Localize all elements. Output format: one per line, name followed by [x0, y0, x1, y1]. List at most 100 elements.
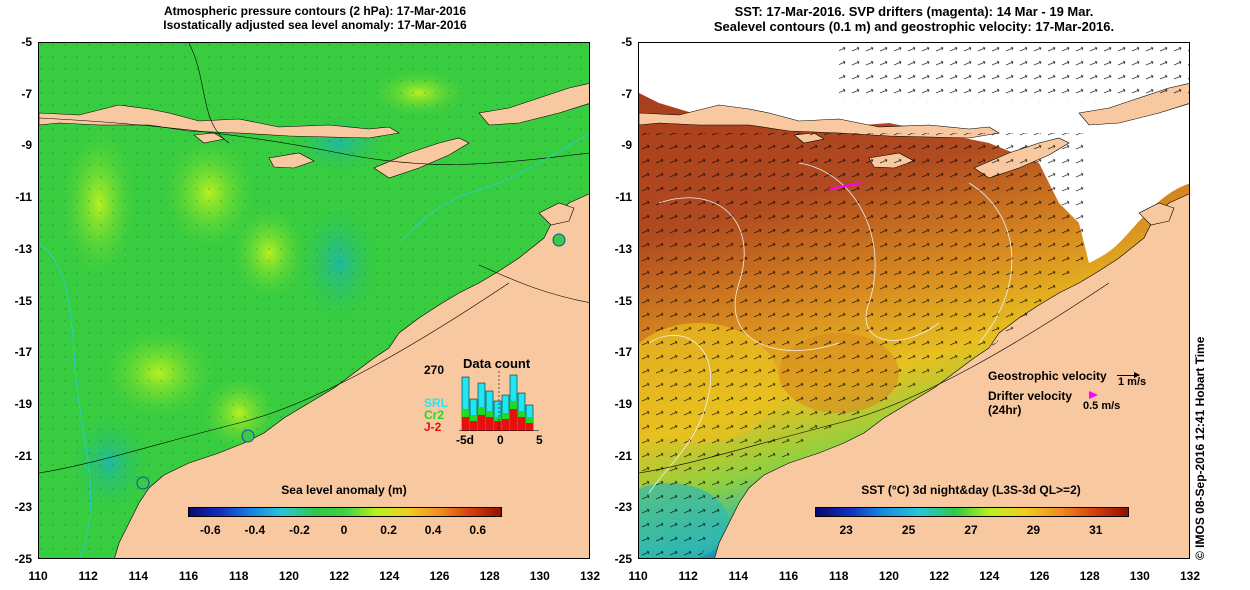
- tide-gauge-marker: [552, 233, 566, 247]
- sumba-island: [268, 152, 315, 169]
- longitude-tick-label: 130: [1129, 569, 1150, 583]
- latitude-tick-label: -17: [14, 345, 32, 360]
- geostrophic-velocity-scale: 1 m/s: [1118, 376, 1147, 388]
- timor-island: [373, 137, 470, 179]
- colorbar-tick-label: -0.6: [199, 523, 221, 537]
- longitude-tick-label: 132: [1179, 569, 1201, 583]
- geostrophic-arrow-head-icon: [1134, 372, 1140, 378]
- left-title-line2: Isostatically adjusted sea level anomaly…: [163, 18, 467, 32]
- drifter-track: [828, 182, 862, 190]
- colorbar-tick-label: 0: [340, 523, 348, 537]
- longitude-tick-label: 120: [878, 569, 899, 583]
- longitude-tick-label: 112: [78, 569, 98, 583]
- inset-xtick-end: 5: [536, 433, 543, 447]
- inset-xtick-start: -5d: [456, 433, 474, 447]
- colorbar-tick-label: -0.2: [289, 523, 310, 537]
- longitude-tick-label: 122: [329, 569, 350, 583]
- sea-level-map: [38, 42, 590, 559]
- sst-colorbar: [815, 507, 1129, 517]
- longitude-tick-label: 118: [829, 569, 849, 583]
- inset-series-j2: J-2: [424, 420, 442, 434]
- colorbar-tick-label: 0.2: [380, 523, 397, 537]
- latitude-tick-label: -17: [614, 345, 632, 360]
- longitude-tick-label: 132: [579, 569, 601, 583]
- latitude-tick-label: -21: [614, 448, 632, 463]
- right-title-line1: SST: 17-Mar-2016. SVP drifters (magenta)…: [734, 4, 1094, 19]
- sea-level-colorbar-title: Sea level anomaly (m): [281, 483, 407, 497]
- java-lombok-islands: [639, 104, 1000, 139]
- latitude-tick-label: -25: [14, 552, 32, 566]
- latitude-tick-label: -5: [21, 35, 32, 49]
- drifter-velocity-label-2: (24hr): [988, 403, 1022, 417]
- colorbar-tick-label: 0.4: [424, 523, 442, 537]
- left-title-line1: Atmospheric pressure contours (2 hPa): 1…: [163, 4, 467, 18]
- sst-colorbar-title: SST (°C) 3d night&day (L3S-3d QL>=2): [861, 483, 1081, 497]
- longitude-tick-label: 114: [128, 569, 149, 583]
- australia-land: [114, 193, 589, 558]
- colorbar-tick-label: 0.6: [469, 523, 487, 537]
- latitude-tick-label: -7: [621, 86, 632, 101]
- longitude-tick-label: 124: [979, 569, 1000, 583]
- colorbar-tick-label: 25: [901, 523, 916, 537]
- latitude-tick-label: -13: [614, 241, 632, 256]
- inset-series-srl: SRL: [424, 396, 448, 410]
- inset-xtick-zero: 0: [497, 433, 504, 447]
- tide-gauge-marker: [241, 429, 255, 443]
- longitude-tick-label: 110: [628, 569, 648, 583]
- longitude-tick-label: 126: [1029, 569, 1050, 583]
- latitude-tick-label: -11: [615, 190, 632, 205]
- geostrophic-arrow-icon: [1117, 375, 1139, 376]
- longitude-tick-label: 112: [678, 569, 698, 583]
- longitude-tick-label: 118: [229, 569, 249, 583]
- sst-map: [638, 42, 1190, 559]
- latitude-tick-label: -23: [14, 500, 32, 515]
- latitude-tick-label: -5: [621, 35, 632, 49]
- drifter-velocity-scale: 0.5 m/s: [1083, 400, 1121, 412]
- tide-gauge-marker: [136, 476, 150, 490]
- longitude-tick-label: 116: [178, 569, 199, 583]
- sea-level-colorbar: [188, 507, 502, 517]
- colorbar-tick-label: 23: [839, 523, 853, 537]
- australia-land: [714, 193, 1189, 558]
- sea-level-colorbar-ticks: -0.6 -0.4 -0.2 0 0.2 0.4 0.6: [188, 523, 500, 539]
- latitude-tick-label: -13: [14, 241, 32, 256]
- right-title-line2: Sealevel contours (0.1 m) and geostrophi…: [713, 19, 1115, 34]
- colorbar-tick-label: 27: [964, 523, 978, 537]
- colorbar-tick-label: -0.4: [244, 523, 266, 537]
- inset-series-cr2: Cr2: [424, 408, 445, 422]
- latitude-tick-label: -7: [21, 86, 32, 101]
- longitude-tick-label: 116: [778, 569, 799, 583]
- inset-title: Data count: [463, 356, 531, 371]
- left-title: Atmospheric pressure contours (2 hPa): 1…: [40, 4, 590, 32]
- longitude-tick-label: 124: [379, 569, 400, 583]
- geostrophic-velocity-label: Geostrophic velocity: [988, 369, 1107, 383]
- longitude-tick-label: 114: [728, 569, 749, 583]
- drifter-velocity-label: Drifter velocity: [988, 389, 1073, 403]
- longitude-tick-label: 110: [28, 569, 48, 583]
- sst-colorbar-ticks: 23 25 27 29 31: [815, 523, 1127, 539]
- latitude-tick-label: -19: [614, 396, 632, 411]
- colorbar-tick-label: 29: [1026, 523, 1041, 537]
- longitude-tick-label: 130: [529, 569, 550, 583]
- drifter-arrow-icon: [1089, 391, 1098, 399]
- latitude-tick-label: -21: [14, 448, 32, 463]
- latitude-tick-label: -9: [21, 138, 32, 153]
- latitude-tick-label: -11: [15, 190, 32, 205]
- inset-ymax: 270: [424, 363, 445, 377]
- latitude-tick-label: -15: [614, 293, 632, 308]
- right-title: SST: 17-Mar-2016. SVP drifters (magenta)…: [638, 4, 1190, 34]
- latitude-tick-label: -15: [14, 293, 32, 308]
- data-count-bars: [459, 371, 539, 431]
- latitude-tick-label: -9: [621, 138, 632, 153]
- longitude-tick-label: 126: [429, 569, 450, 583]
- longitude-tick-label: 128: [479, 569, 500, 583]
- longitude-tick-label: 122: [929, 569, 950, 583]
- latitude-tick-label: -19: [14, 396, 32, 411]
- imos-credit: © IMOS 08-Sep-2016 12:41 Hobart Time: [1193, 336, 1207, 560]
- latitude-tick-label: -25: [614, 552, 632, 566]
- latitude-tick-label: -23: [614, 500, 632, 515]
- longitude-tick-label: 120: [278, 569, 299, 583]
- java-lombok-islands: [39, 104, 400, 139]
- colorbar-tick-label: 31: [1089, 523, 1103, 537]
- longitude-tick-label: 128: [1079, 569, 1100, 583]
